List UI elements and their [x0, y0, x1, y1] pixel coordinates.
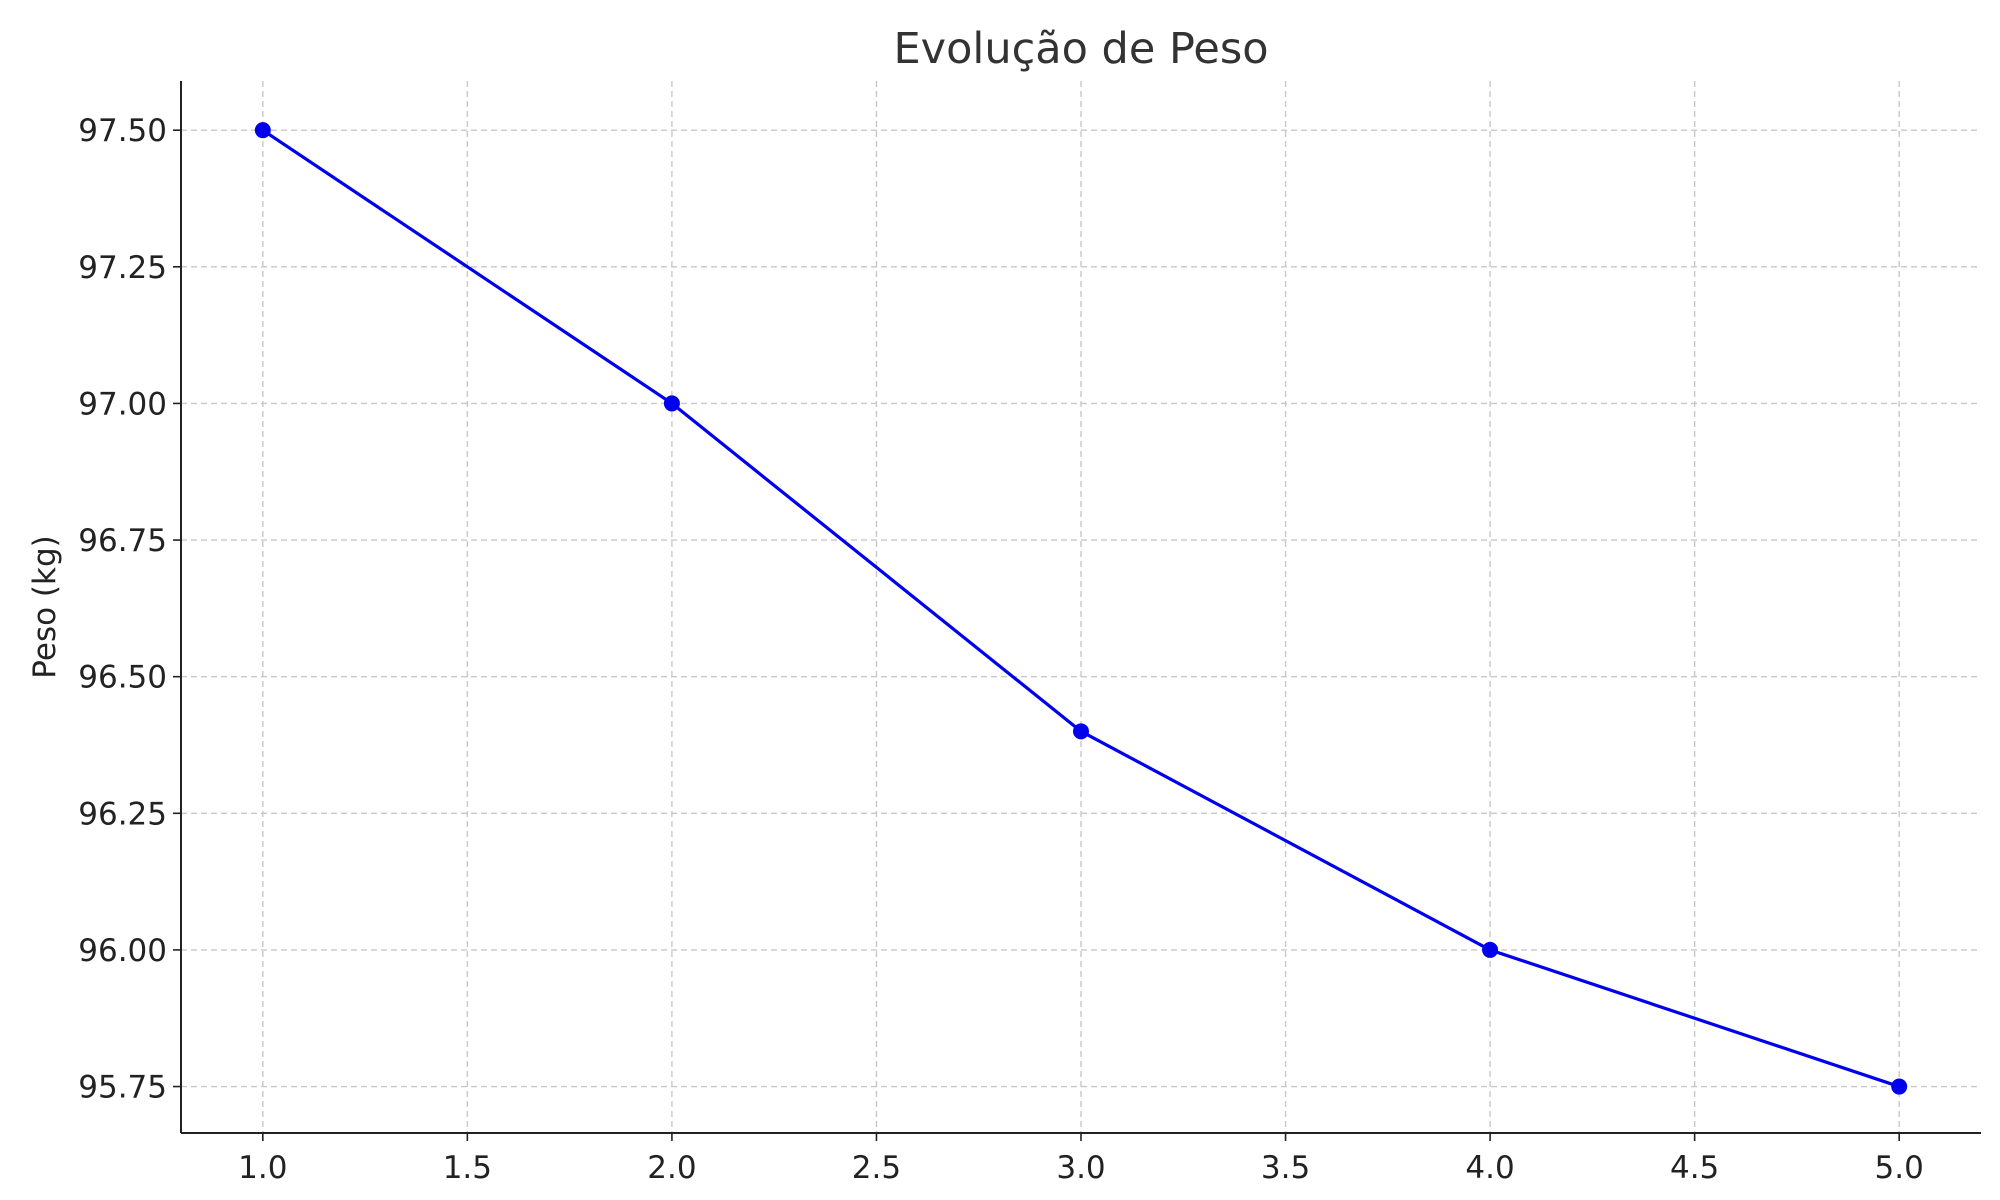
y-tick-label: 96.50	[78, 660, 167, 696]
data-point	[1073, 723, 1089, 740]
y-tick-label: 96.00	[78, 933, 167, 969]
x-tick-label: 5.0	[1875, 1150, 1924, 1186]
data-point	[663, 395, 680, 412]
axis-ticks: 1.0 1.5 2.0 2.5 3.0 3.5 4.0 4.5 5.0 95.75 96.00 96.…	[78, 113, 1924, 1186]
x-tick-label: 3.5	[1261, 1150, 1310, 1186]
y-tick-label: 96.25	[78, 796, 167, 832]
x-tick-label: 2.5	[852, 1150, 901, 1186]
x-tick-label: 4.5	[1670, 1150, 1719, 1186]
grid-lines	[181, 81, 1981, 1133]
y-tick-label: 97.25	[78, 250, 167, 286]
x-tick-label: 2.0	[647, 1150, 696, 1186]
x-tick-label: 4.0	[1465, 1150, 1514, 1186]
x-tick-label: 1.5	[443, 1150, 492, 1186]
series-layer	[254, 122, 1908, 1095]
x-tick-label: 1.0	[238, 1150, 287, 1186]
y-tick-label: 97.00	[78, 386, 167, 422]
data-point	[1891, 1078, 1908, 1095]
y-axis-title: Peso (kg)	[27, 535, 63, 678]
data-point	[254, 122, 271, 139]
chart-title: Evolução de Peso	[893, 24, 1268, 74]
y-tick-label: 95.75	[78, 1070, 167, 1106]
data-point	[1482, 941, 1499, 958]
y-tick-label: 96.75	[78, 523, 167, 559]
y-tick-label: 97.50	[78, 113, 167, 149]
x-tick-label: 3.0	[1056, 1150, 1105, 1186]
